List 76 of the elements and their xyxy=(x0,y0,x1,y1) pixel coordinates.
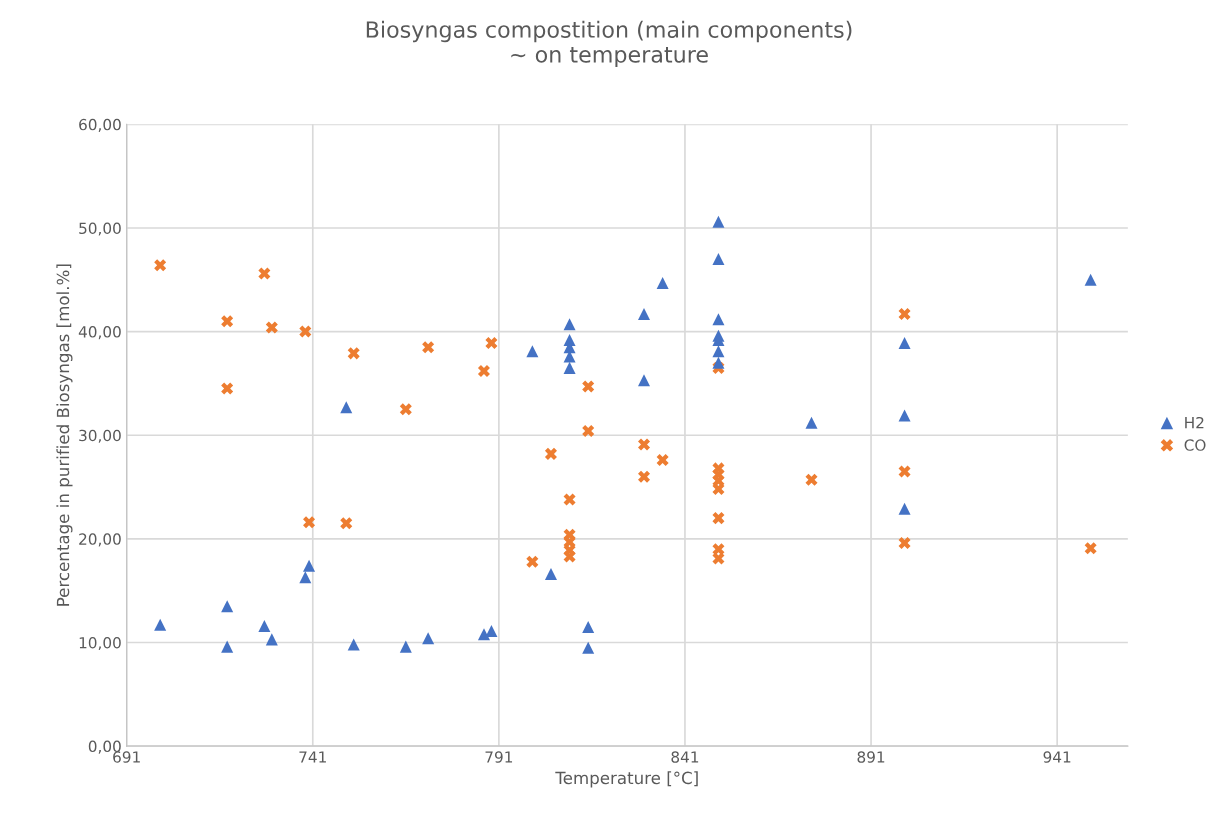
point xyxy=(712,356,725,369)
point xyxy=(898,336,911,350)
point xyxy=(340,517,353,530)
point xyxy=(258,267,271,280)
point xyxy=(563,361,576,374)
point xyxy=(544,568,557,581)
point xyxy=(898,502,911,515)
chart-title: Biosyngas compostition (main components) ~ on temperature xyxy=(366,20,852,68)
point xyxy=(712,483,725,496)
point xyxy=(258,619,271,632)
x-tick-label: 891 xyxy=(857,751,885,763)
y-tick-label: 60,00 xyxy=(79,118,121,132)
point xyxy=(582,380,595,393)
x-axis-title: Temperature [°C] xyxy=(555,771,698,788)
point xyxy=(526,555,539,568)
point xyxy=(638,438,651,451)
point xyxy=(154,259,167,272)
point xyxy=(712,313,725,326)
point xyxy=(265,321,278,334)
point xyxy=(265,633,278,646)
point xyxy=(347,347,360,360)
point xyxy=(582,641,595,654)
point xyxy=(303,516,316,529)
point xyxy=(347,638,360,651)
y-tick-label: 40,00 xyxy=(78,326,121,340)
point xyxy=(712,253,725,266)
point xyxy=(582,620,595,633)
y-tick-label: 20,00 xyxy=(79,533,121,547)
point xyxy=(805,416,818,429)
point xyxy=(563,318,576,331)
y-tick-label: 10,00 xyxy=(79,636,121,651)
y-tick-label: 30,00 xyxy=(79,429,121,443)
point xyxy=(712,345,725,358)
x-tick-label: 941 xyxy=(1043,751,1071,763)
point xyxy=(399,640,412,653)
point xyxy=(299,571,312,584)
legend-label: CO xyxy=(1184,439,1206,451)
x-tick-label: 741 xyxy=(299,751,326,763)
point xyxy=(805,473,818,486)
point xyxy=(1084,273,1097,286)
point xyxy=(221,315,234,328)
x-tick-label: 841 xyxy=(671,751,699,763)
point xyxy=(638,307,651,320)
point xyxy=(638,374,651,387)
point xyxy=(477,628,490,641)
legend-label: H2 xyxy=(1185,416,1204,429)
point xyxy=(712,512,725,525)
point xyxy=(544,447,557,460)
point xyxy=(422,632,435,645)
point xyxy=(898,536,911,550)
point xyxy=(898,465,911,478)
point xyxy=(582,425,595,438)
point xyxy=(898,409,911,422)
point xyxy=(477,364,490,377)
y-axis-title: Percentage in purified Biosyngas [mol.%] xyxy=(56,264,73,606)
point xyxy=(656,454,669,467)
point xyxy=(638,470,651,483)
point xyxy=(221,382,234,395)
point xyxy=(299,325,312,338)
point xyxy=(563,550,576,563)
point xyxy=(712,215,725,228)
point xyxy=(340,401,353,414)
point xyxy=(526,345,539,358)
point xyxy=(563,493,576,506)
point xyxy=(898,307,911,320)
point xyxy=(485,336,498,350)
point xyxy=(221,600,234,613)
x-tick-label: 791 xyxy=(485,751,513,763)
point xyxy=(422,341,435,354)
point xyxy=(656,276,669,289)
point xyxy=(303,559,316,572)
y-tick-label: 50,00 xyxy=(79,222,121,236)
point xyxy=(399,403,412,416)
point xyxy=(221,640,234,653)
point xyxy=(154,618,167,631)
point xyxy=(1084,542,1097,555)
